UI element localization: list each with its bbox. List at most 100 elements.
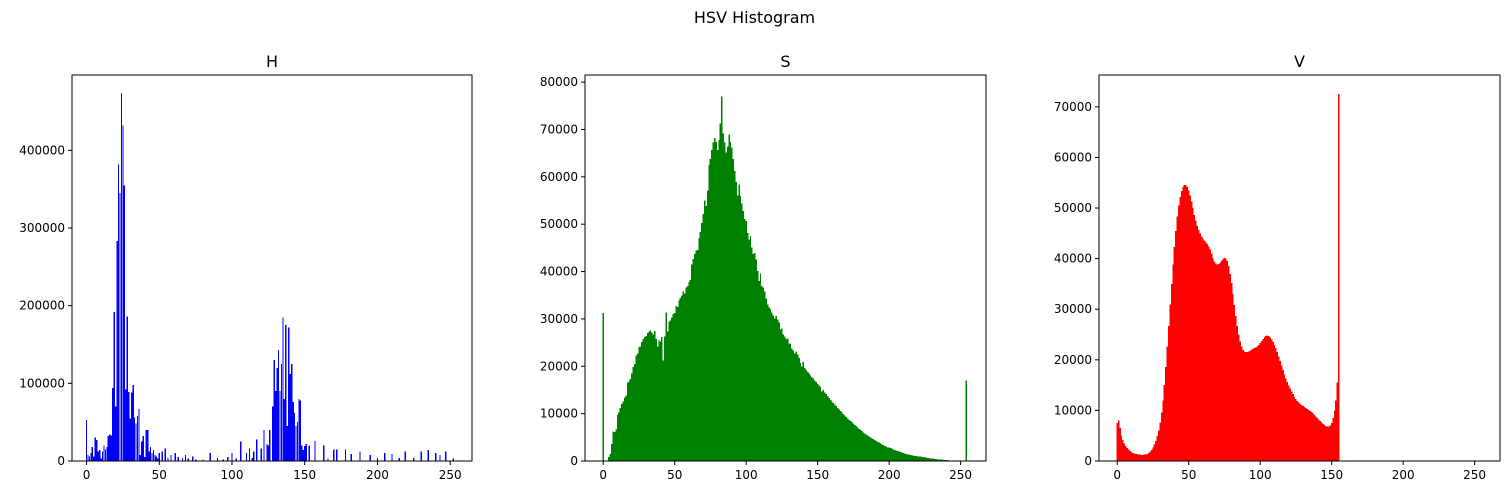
bar (101, 451, 104, 461)
bar (296, 422, 299, 461)
bar (626, 382, 629, 461)
y-tick-label: 20000 (540, 359, 578, 373)
axes-frame (71, 74, 473, 462)
bar (718, 139, 720, 461)
bar (646, 333, 649, 461)
bar (192, 456, 194, 461)
bar (839, 410, 842, 461)
bar (1136, 454, 1138, 461)
bar (126, 316, 128, 461)
bar (698, 237, 700, 461)
bar (838, 409, 840, 461)
bar (333, 449, 335, 461)
bar (911, 455, 913, 461)
bar (1335, 400, 1337, 461)
bar (716, 149, 719, 461)
bar (301, 445, 303, 461)
bar (1132, 452, 1134, 461)
bar (1235, 315, 1237, 461)
bar (1139, 454, 1141, 461)
bar (1292, 394, 1294, 461)
bar (146, 429, 149, 461)
x-tick-label: 150 (293, 468, 316, 482)
bar (653, 330, 656, 461)
bar (391, 454, 393, 461)
bar (909, 454, 912, 461)
y-tick-label: 40000 (1054, 252, 1092, 266)
bar (1273, 345, 1276, 461)
bar (914, 455, 916, 461)
bar (1196, 225, 1198, 461)
bar (744, 218, 746, 461)
bar (1249, 350, 1251, 461)
bar (786, 338, 789, 461)
bar (1202, 238, 1204, 461)
bar (289, 374, 291, 461)
bar (623, 397, 626, 461)
bar (1255, 347, 1257, 461)
bar (1117, 420, 1120, 461)
bar (662, 360, 664, 461)
bar (1222, 259, 1224, 461)
bar (927, 457, 929, 461)
bars (602, 96, 968, 462)
bar (1175, 230, 1177, 461)
bar (782, 334, 785, 461)
bar (808, 373, 810, 461)
bar (875, 441, 877, 461)
axes-title: H (266, 52, 278, 71)
bar (164, 448, 166, 461)
bar (889, 448, 892, 461)
bar (772, 315, 775, 461)
bar (709, 158, 712, 461)
bar (771, 312, 773, 461)
bar (666, 331, 669, 461)
bar (194, 459, 197, 461)
bar (1195, 220, 1197, 461)
bar (785, 338, 787, 461)
bar (1130, 451, 1133, 461)
bar (91, 447, 94, 461)
bar (858, 428, 860, 461)
axes-v: 0 50 100 150 200 250 0 10000 20000 30000 40000 5000… (1054, 52, 1501, 482)
bar (925, 457, 928, 461)
bar (216, 457, 219, 461)
bar (1248, 351, 1250, 461)
axes-h: 0 50 100 150 200 250 0 100000 200000 300000 400000… (19, 52, 473, 482)
bar (295, 426, 297, 461)
bar (894, 450, 896, 461)
bar (148, 451, 150, 461)
bar (117, 164, 120, 461)
bar (350, 454, 352, 461)
bar (1206, 243, 1209, 461)
bar (901, 452, 903, 461)
bar (94, 437, 96, 461)
bar (136, 415, 139, 461)
y-tick-label: 60000 (1054, 150, 1092, 164)
bar (256, 439, 258, 461)
bar (932, 458, 935, 461)
bar (658, 339, 660, 461)
bar (1160, 412, 1163, 461)
bar (1290, 391, 1293, 461)
x-tick-label: 150 (806, 468, 829, 482)
bar (821, 391, 823, 461)
bar (1220, 260, 1223, 461)
bar (965, 380, 968, 461)
bar (286, 426, 288, 461)
bar (272, 406, 274, 461)
bar (292, 401, 294, 461)
bar (711, 149, 713, 461)
bar (141, 441, 143, 461)
bar (1200, 236, 1203, 461)
bar (712, 142, 715, 462)
bar (1265, 336, 1267, 461)
bar (1325, 426, 1327, 461)
bar (1150, 449, 1153, 461)
bar (1283, 374, 1286, 461)
bar (1165, 366, 1167, 461)
bar (841, 412, 843, 461)
bar (746, 233, 749, 461)
bar (1279, 360, 1281, 461)
bar (1338, 94, 1340, 461)
